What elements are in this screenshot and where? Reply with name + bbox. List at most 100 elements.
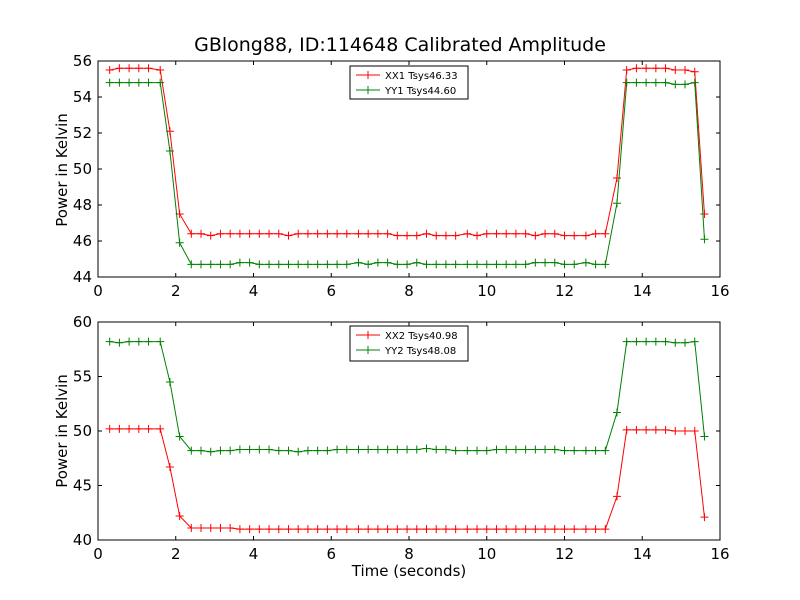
bottom-series-1-point — [651, 425, 660, 434]
top-series-2-point — [105, 78, 114, 87]
top-y-tick-label: 44 — [73, 268, 92, 286]
bottom-series-2-point — [511, 445, 520, 454]
top-legend-marker-2 — [364, 86, 372, 94]
top-series-1-point — [134, 64, 143, 73]
bottom-series-1-point — [550, 525, 559, 534]
bottom-series-2-point — [156, 337, 165, 346]
top-series-2-point — [245, 258, 254, 267]
bottom-series-1-point — [134, 424, 143, 433]
top-series-2-point — [333, 260, 342, 269]
bottom-series-1-point — [700, 513, 709, 522]
bottom-series-2-point — [354, 445, 363, 454]
bottom-series-1-point — [165, 462, 174, 471]
top-series-1-point — [541, 229, 550, 238]
top-series-2-point — [303, 260, 312, 269]
top-series-2-point — [294, 260, 303, 269]
bottom-legend-marker-2 — [364, 346, 372, 354]
bottom-series-1-point — [313, 525, 322, 534]
bottom-series-1-point — [601, 525, 610, 534]
bottom-series-1-point — [521, 525, 530, 534]
bottom-series-2-point — [294, 447, 303, 456]
top-x-tick-label: 8 — [404, 282, 414, 300]
bottom-series-1-point — [661, 425, 670, 434]
top-series-2-point — [432, 260, 441, 269]
bottom-series-1-point — [473, 525, 482, 534]
top-series-1-point — [550, 229, 559, 238]
bottom-series-2-point — [393, 445, 402, 454]
top-series-1-point — [255, 229, 264, 238]
top-series-2-point — [197, 260, 206, 269]
top-series-2-point — [284, 260, 293, 269]
top-series-1-point — [226, 229, 235, 238]
bottom-series-2-point — [333, 445, 342, 454]
bottom-series-1-point — [492, 525, 501, 534]
bottom-x-tick-label: 6 — [326, 545, 336, 563]
bottom-series-2-point — [175, 432, 184, 441]
top-series-1-point — [432, 231, 441, 240]
top-series-1-point — [651, 64, 660, 73]
top-series-2-point — [134, 78, 143, 87]
bottom-x-tick-label: 2 — [171, 545, 181, 563]
bottom-series-1-point — [323, 525, 332, 534]
top-series-2-point — [642, 78, 651, 87]
bottom-series-1-point — [570, 525, 579, 534]
bottom-series-1-point — [303, 525, 312, 534]
top-series-2-point — [226, 260, 235, 269]
top-series-1-point — [393, 231, 402, 240]
top-series-2-point — [354, 258, 363, 267]
bottom-series-1-point — [274, 525, 283, 534]
top-series-1-point — [511, 229, 520, 238]
bottom-series-2-point — [342, 445, 351, 454]
top-series-1-point — [642, 64, 651, 73]
bottom-series-1-point — [265, 525, 274, 534]
bottom-series-2-point — [541, 445, 550, 454]
top-series-1-point — [473, 231, 482, 240]
bottom-series-1-point — [581, 525, 590, 534]
bottom-series-1-point — [144, 424, 153, 433]
top-series-2-point — [412, 258, 421, 267]
top-series-2-point — [661, 78, 670, 87]
bottom-series-2-point — [560, 446, 569, 455]
top-series-1-point — [206, 231, 215, 240]
bottom-series-2-point — [622, 337, 631, 346]
bottom-series-2-point — [303, 446, 312, 455]
top-series-1-point — [187, 229, 196, 238]
top-series-1-point — [274, 229, 283, 238]
top-series-2-point — [274, 260, 283, 269]
top-series-1-point — [463, 229, 472, 238]
bottom-series-1-point — [393, 525, 402, 534]
top-series-2-point — [422, 260, 431, 269]
bottom-series-1-point — [125, 424, 134, 433]
bottom-series-1-point — [612, 492, 621, 501]
top-series-2-point — [175, 238, 184, 247]
bottom-series-2-point — [451, 446, 460, 455]
bottom-series-2-point — [115, 338, 124, 347]
top-series-2-point — [591, 260, 600, 269]
top-series-1-point — [333, 229, 342, 238]
top-series-2-point — [165, 147, 174, 155]
top-y-axis-label: Power in Kelvin — [53, 113, 71, 227]
bottom-series-2-point — [216, 446, 225, 455]
bottom-series-1-point — [245, 525, 254, 534]
top-x-tick-label: 2 — [171, 282, 181, 300]
top-y-tick-label: 54 — [73, 88, 92, 106]
bottom-series-1-point — [422, 525, 431, 534]
top-series-2-point — [373, 258, 382, 267]
bottom-series-2-point — [422, 444, 431, 453]
bottom-series-2-point — [403, 445, 412, 454]
bottom-series-2-point — [473, 446, 482, 455]
top-series-1-point — [591, 229, 600, 238]
bottom-series-2-point — [105, 337, 114, 346]
bottom-y-tick-label: 40 — [73, 531, 92, 549]
top-series-2-point — [601, 260, 610, 269]
top-series-1-point — [197, 229, 206, 238]
top-series-1-point — [235, 229, 244, 238]
top-series-2-point — [125, 78, 134, 87]
bottom-series-2-point — [284, 446, 293, 455]
top-series-1-point — [690, 67, 699, 76]
bottom-series-1-point — [560, 525, 569, 534]
bottom-series-2-point — [206, 447, 215, 456]
bottom-series-1-point — [294, 525, 303, 534]
